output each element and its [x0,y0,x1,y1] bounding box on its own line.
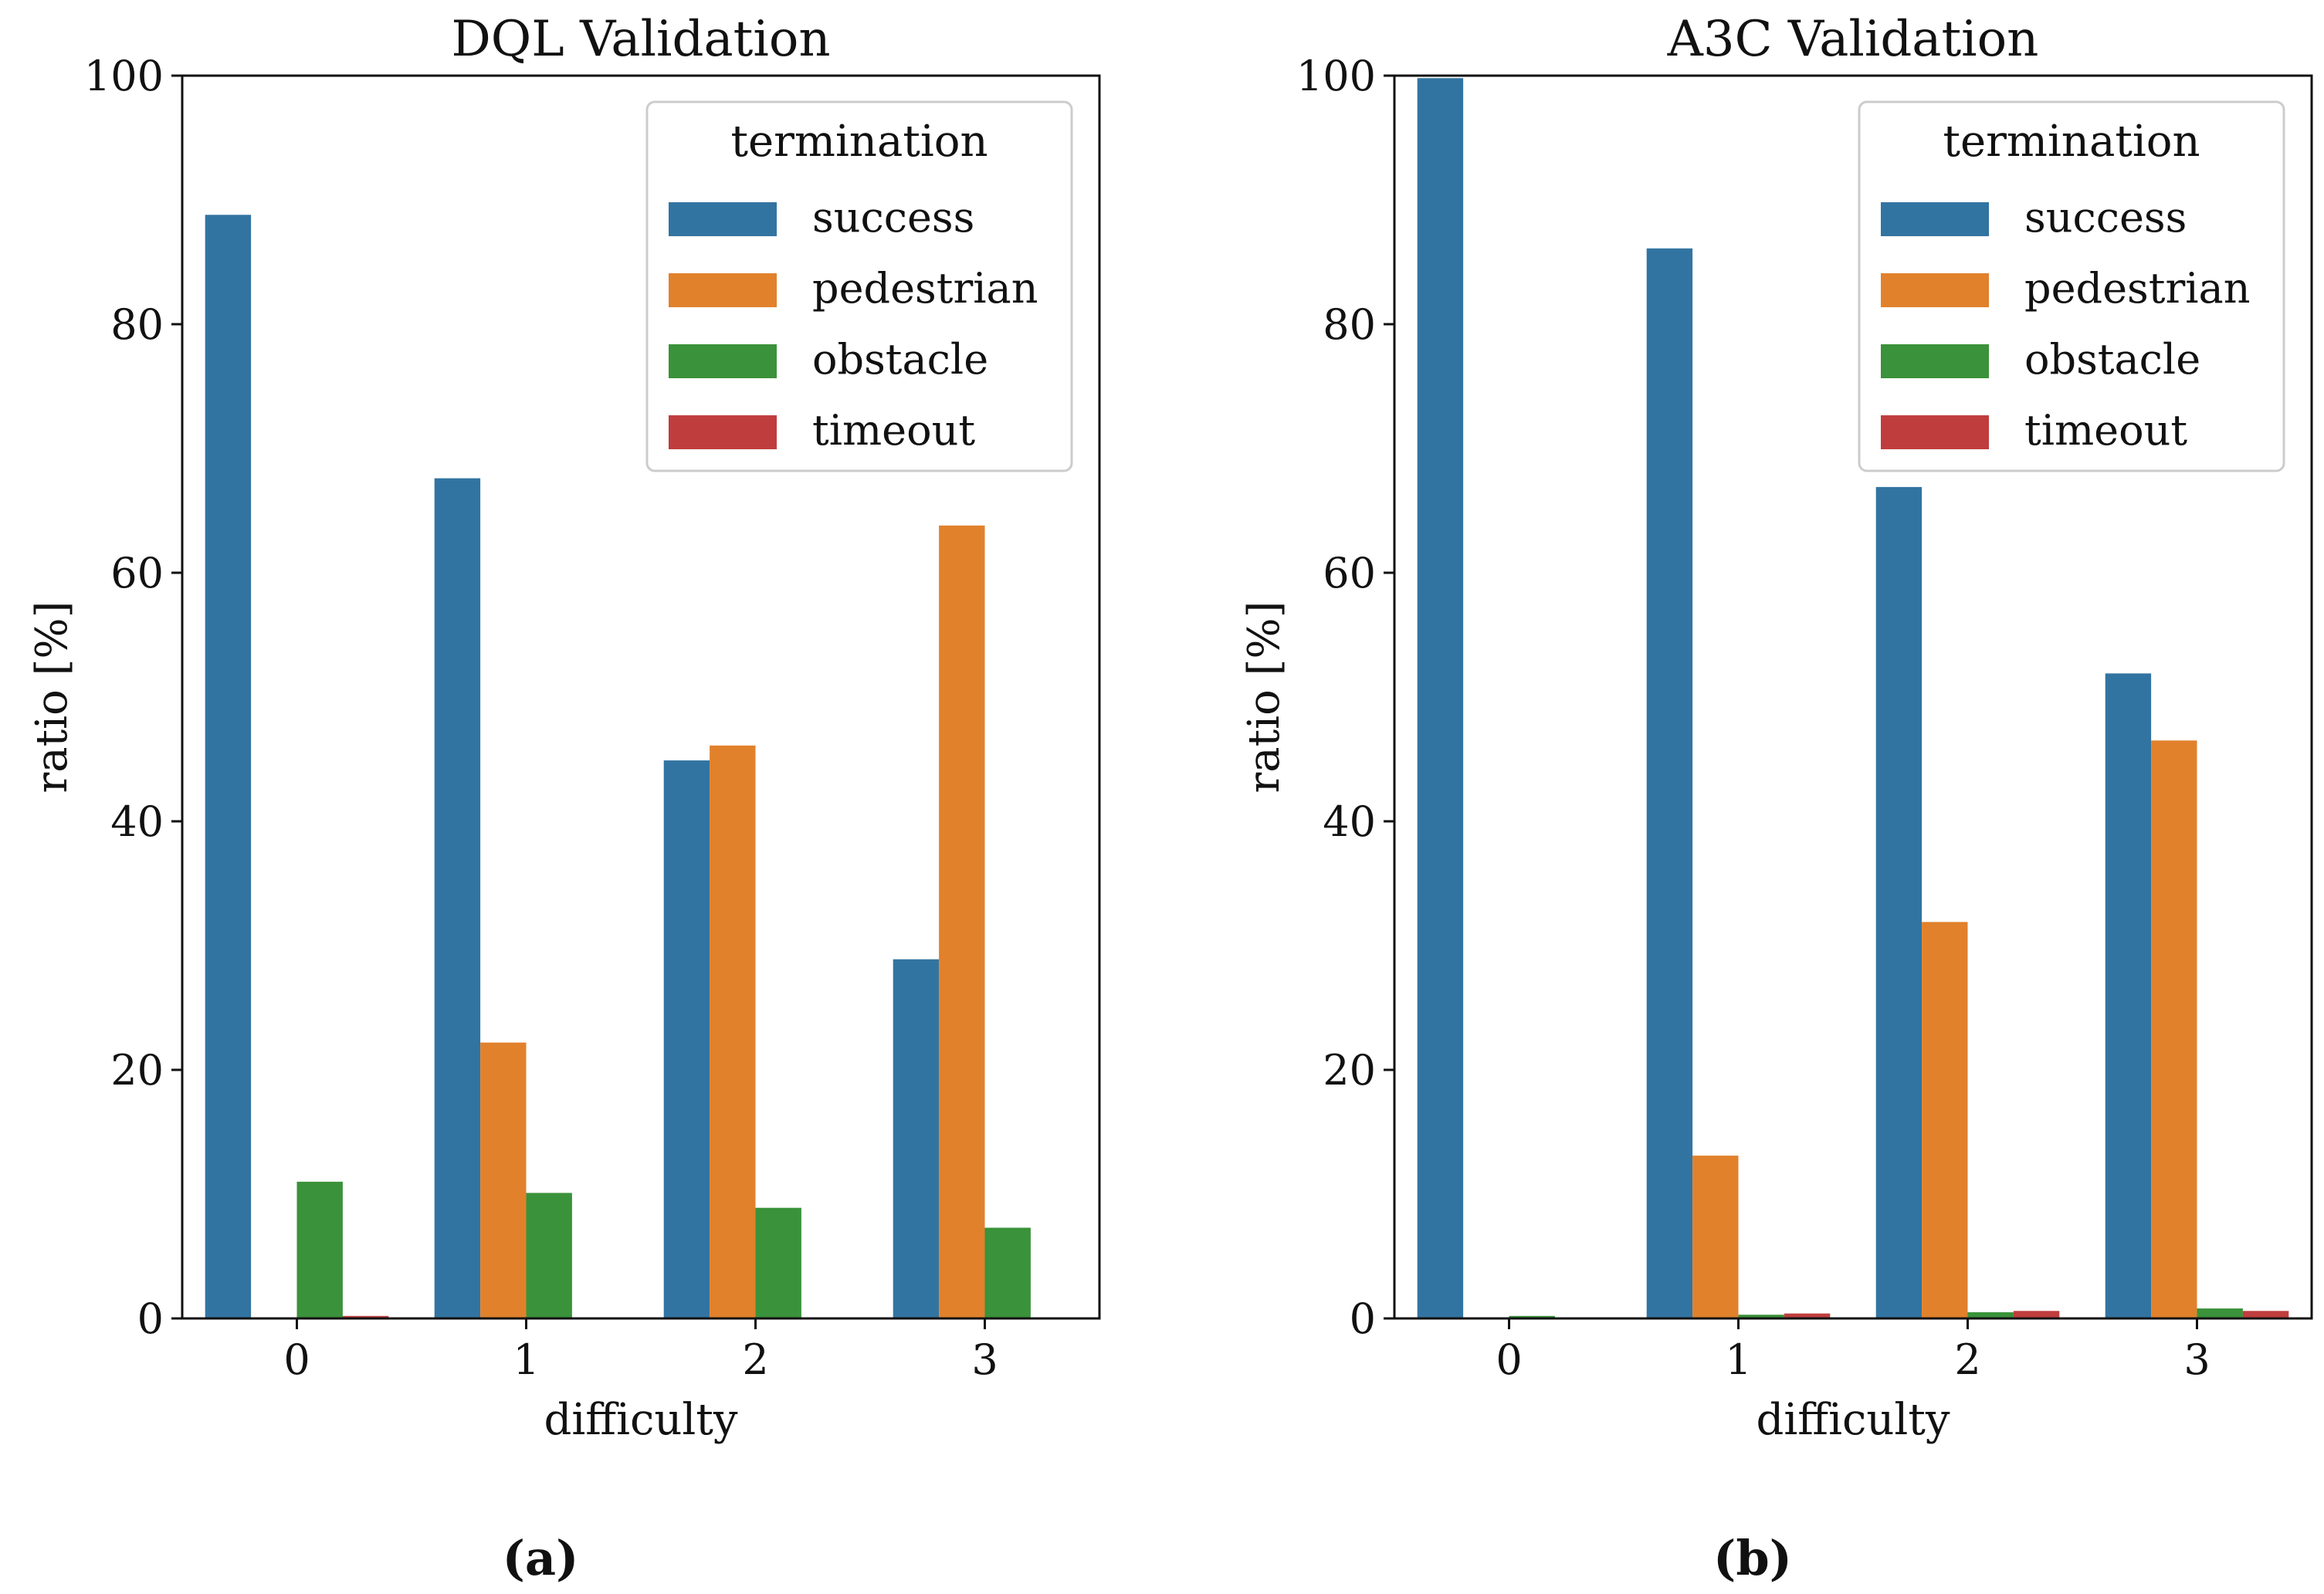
chart2-bar-timeout-2 [2013,1311,2060,1318]
chart2-legend-box [1858,100,2285,472]
chart2-bar-timeout-3 [2242,1311,2289,1318]
chart1-bar-pedestrian-3 [939,525,985,1318]
chart2-bar-obstacle-1 [1738,1315,1784,1318]
chart1-legend-label-pedestrian: pedestrian [812,264,1038,313]
chart2-ylabel: ratio [%] [1239,601,1289,794]
chart2-ytick-label-0: 0 [1350,1294,1376,1343]
chart2-bar-pedestrian-2 [1922,922,1968,1318]
chart1-legend-swatch-pedestrian [669,273,777,307]
chart2-xtick-label-0: 0 [1496,1335,1522,1384]
chart2-title: A3C Validation [1667,11,2039,68]
chart2-legend-swatch-obstacle [1881,344,1989,378]
chart1-legend-swatch-obstacle [669,344,777,378]
chart1-bar-obstacle-0 [296,1181,343,1318]
chart1-bar-timeout-0 [342,1315,389,1318]
chart1-xtick-label-2: 2 [742,1335,768,1384]
chart2-bar-success-3 [2105,673,2152,1318]
chart1-ytick-label-40: 40 [110,797,164,846]
chart2-legend-swatch-success [1881,202,1989,236]
chart2-axes-frame [1393,74,2313,1320]
chart1-xtick-label-1: 1 [513,1335,539,1384]
chart2-legend-label-success: success [2024,193,2187,242]
chart1-xtick-label-0: 0 [283,1335,310,1384]
chart1-bar-obstacle-3 [984,1227,1031,1318]
chart1-legend-label-success: success [812,193,974,242]
chart2-bar-pedestrian-3 [2151,740,2197,1318]
chart2-ytick-label-60: 60 [1323,549,1376,597]
chart2-legend-label-obstacle: obstacle [2024,335,2200,384]
chart1-bar-success-3 [893,959,940,1318]
chart2-ytick-label-100: 100 [1296,52,1376,100]
chart2-bar-success-2 [1875,486,1923,1318]
chart1-bar-success-1 [434,478,481,1318]
chart2-legend-swatch-timeout [1881,415,1989,449]
chart1-title: DQL Validation [451,11,830,68]
chart2-bar-obstacle-2 [1967,1312,2014,1318]
chart2-xtick-label-1: 1 [1725,1335,1751,1384]
chart1-ylabel: ratio [%] [27,601,77,794]
chart1-ytick-label-60: 60 [110,549,164,597]
chart1-bar-obstacle-2 [755,1207,801,1318]
chart1-ytick-label-80: 80 [110,300,164,349]
chart1-legend-label-obstacle: obstacle [812,335,988,384]
chart1-bar-success-0 [205,215,252,1318]
chart1-caption: (a) [503,1530,579,1586]
chart2-bar-obstacle-3 [2197,1308,2243,1318]
chart1-bar-pedestrian-1 [480,1042,527,1318]
chart1-legend-box [645,100,1073,472]
chart1-xtick-label-3: 3 [971,1335,998,1384]
chart2-legend-title: termination [1943,117,2200,167]
chart2-ytick-label-40: 40 [1323,797,1376,846]
chart1-ytick-label-20: 20 [110,1046,164,1095]
chart1-bar-success-2 [663,760,710,1318]
chart2-bar-timeout-1 [1784,1313,1831,1318]
chart2-legend-label-pedestrian: pedestrian [2024,264,2251,313]
chart2-ytick-label-80: 80 [1323,300,1376,349]
chart2-legend-label-timeout: timeout [2024,406,2187,455]
chart2-caption: (b) [1713,1530,1792,1586]
chart2-bar-success-0 [1417,78,1464,1319]
chart2-xtick-label-2: 2 [1954,1335,1980,1384]
chart2-xtick-label-3: 3 [2183,1335,2210,1384]
chart1-legend-swatch-timeout [669,415,777,449]
chart2-bar-pedestrian-1 [1692,1156,1739,1318]
chart2-bar-success-1 [1646,248,1693,1318]
chart1-legend-title: termination [730,117,988,167]
chart1-xlabel: difficulty [544,1395,738,1445]
chart2-xlabel: difficulty [1757,1395,1950,1445]
chart1-bar-pedestrian-2 [710,745,756,1318]
chart2-bar-obstacle-0 [1509,1315,1555,1318]
chart2-legend-swatch-pedestrian [1881,273,1989,307]
chart1-legend-swatch-success [669,202,777,236]
chart1-legend-label-timeout: timeout [812,406,975,455]
chart2-ytick-label-20: 20 [1323,1046,1376,1095]
chart1-ytick-label-100: 100 [84,52,164,100]
chart1-ytick-label-0: 0 [137,1294,164,1343]
chart1-bar-obstacle-1 [526,1193,572,1318]
chart1-axes-frame [181,74,1101,1320]
